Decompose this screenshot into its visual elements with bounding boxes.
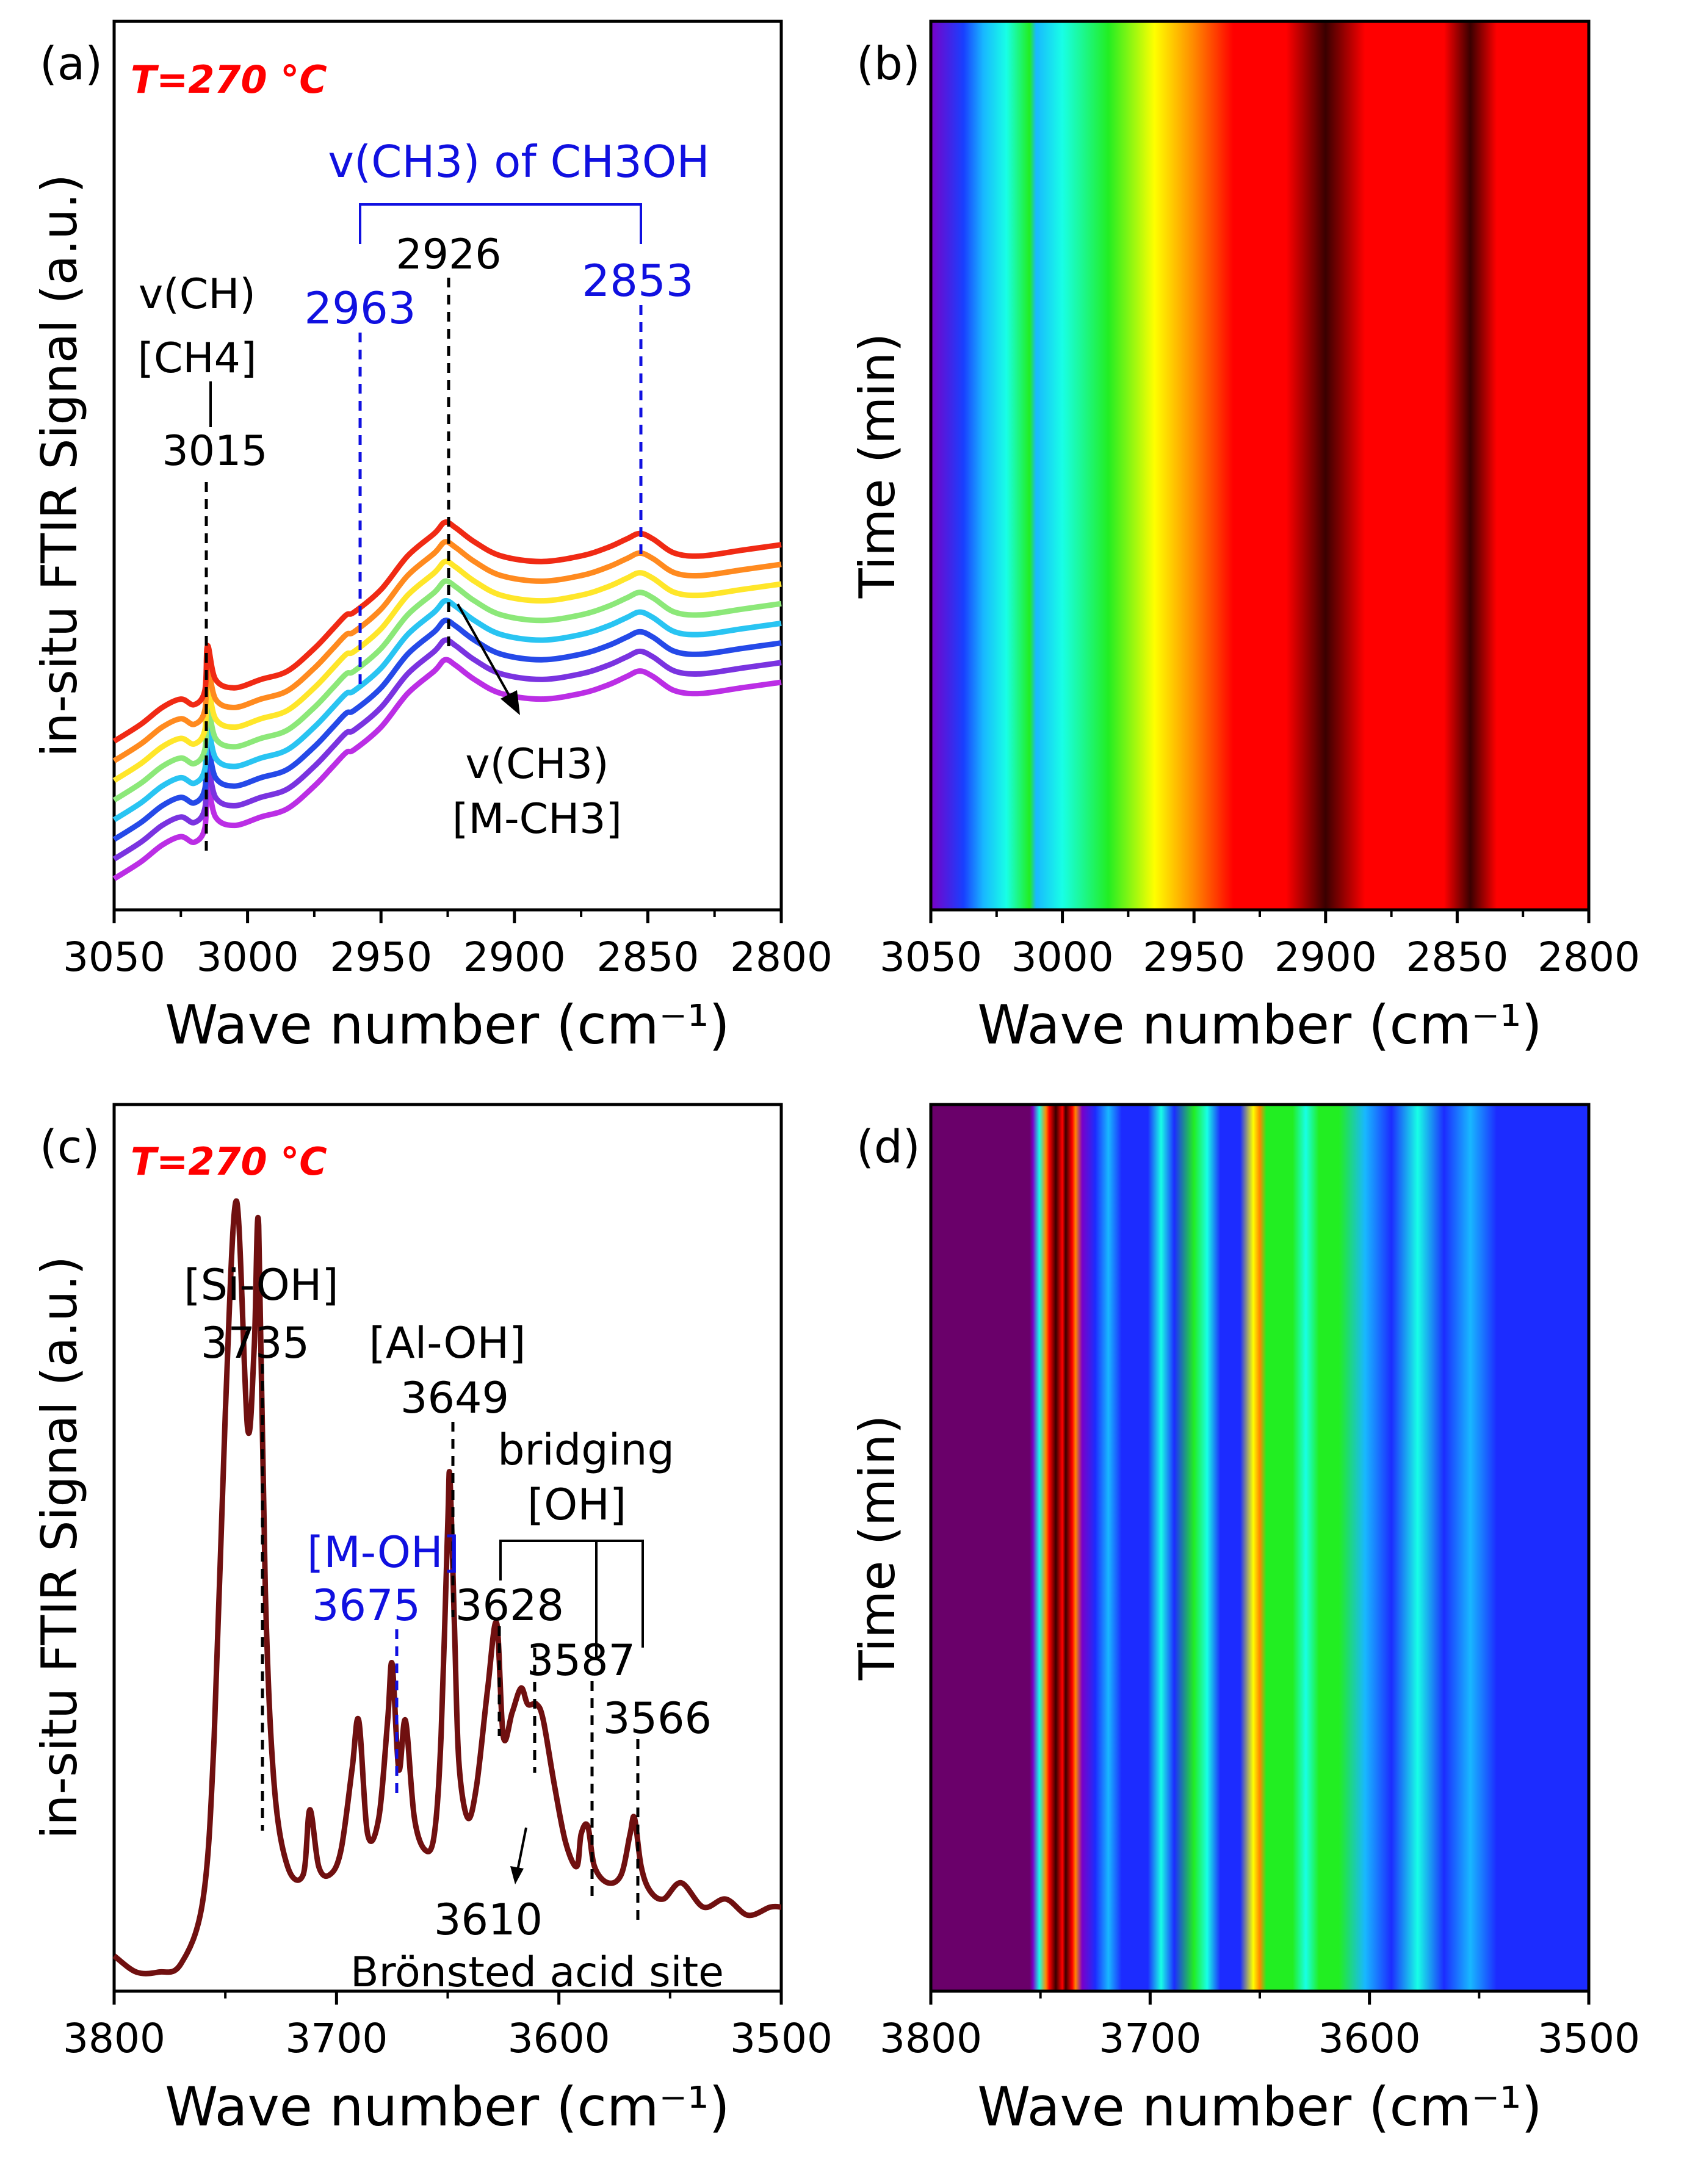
panel-d-xlabel: Wave number (cm⁻¹) (977, 2075, 1542, 2138)
panel-b-heatmap (931, 21, 1589, 910)
panel-c: (c) T=270 °C 3800 3700 3600 3500 Wave numbe… (31, 1103, 833, 2138)
c-bridging-bracket (499, 1540, 644, 1648)
panel-c-x-tick-label: 3800 (63, 2015, 165, 2062)
panel-b-x-tick-label: 2900 (1274, 934, 1377, 981)
panel-b: (b) 3050 3000 2950 2900 2850 2800 Wave number… (849, 20, 1640, 1056)
a-mch3-arrow-line (457, 604, 514, 702)
panel-a-x-tick-label: 2800 (730, 934, 833, 981)
panel-a-x-axis: 3050 3000 2950 2900 2850 2800 (63, 910, 833, 981)
panel-a-x-tick-label: 3000 (197, 934, 299, 981)
panel-c-x-tick-label: 3600 (508, 2015, 610, 2062)
c-peak-3610-arrow-line (516, 1827, 527, 1871)
panel-a-x-tick-label: 3050 (63, 934, 165, 981)
c-peak-3610-arrow-head (510, 1866, 524, 1884)
panel-c-x-tick-label: 3500 (730, 2015, 833, 2062)
panel-c-label: (c) (40, 1121, 99, 1173)
panel-c-ylabel: in-situ FTIR Signal (a.u.) (31, 1256, 88, 1839)
panel-c-temperature: T=270 °C (131, 1139, 327, 1184)
panel-c-curve (112, 1198, 782, 1977)
a-mch3-bracket-label: [M-CH3] (452, 795, 622, 843)
a-methanol-group-label: v(CH3) of CH3OH (328, 136, 709, 187)
c-aloh-label: [Al-OH] (369, 1318, 526, 1368)
c-peak-3675-label: 3675 (312, 1580, 421, 1631)
panel-b-x-tick-label: 3050 (880, 934, 982, 981)
panel-d-x-tick-label: 3600 (1318, 2015, 1421, 2062)
a-peak-2963-label: 2963 (304, 283, 416, 334)
panel-a-x-tick-label: 2900 (463, 934, 566, 981)
panel-d-ylabel: Time (min) (849, 1415, 906, 1681)
c-peak-3649-label: 3649 (400, 1373, 509, 1423)
c-peak-3628-label: 3628 (455, 1580, 564, 1631)
panel-d-x-tick-label: 3500 (1538, 2015, 1640, 2062)
panel-a-series-1 (112, 657, 782, 881)
panel-c-x-tick-label: 3700 (285, 2015, 388, 2062)
c-peak-3610-label: 3610 (434, 1895, 543, 1945)
panel-c-x-axis: 3800 3700 3600 3500 (63, 1991, 833, 2062)
panel-a-ylabel: in-situ FTIR Signal (a.u.) (31, 174, 88, 757)
c-peak-3587-label: 3587 (527, 1635, 635, 1685)
a-mch3-stretch-label: v(CH3) (465, 740, 609, 788)
panel-b-x-tick-label: 2850 (1406, 934, 1508, 981)
panel-a-x-tick-label: 2950 (330, 934, 432, 981)
panel-d-label: (d) (856, 1121, 920, 1173)
panel-b-label: (b) (856, 38, 920, 90)
c-moh-label: [M-OH] (307, 1527, 460, 1577)
panel-d-x-tick-label: 3800 (880, 2015, 982, 2062)
c-peak-3566-label: 3566 (603, 1693, 712, 1743)
panel-b-x-tick-label: 2800 (1538, 934, 1640, 981)
panel-a-temperature: T=270 °C (131, 57, 327, 102)
panel-d-x-axis: 3800 3700 3600 3500 (880, 1991, 1640, 2062)
panel-c-spectrum (112, 1198, 782, 1977)
c-sioh-label: [Si-OH] (184, 1260, 338, 1310)
panel-b-ylabel: Time (min) (849, 333, 906, 599)
a-peak-2926-label: 2926 (396, 231, 501, 279)
a-ch4-bracket-label: [CH4] (138, 334, 257, 383)
panel-a-xlabel: Wave number (cm⁻¹) (165, 993, 729, 1056)
c-peak-3735-label: 3735 (201, 1318, 309, 1368)
c-bronsted-label: Brönsted acid site (350, 1948, 724, 1997)
panel-a-label: (a) (40, 38, 103, 90)
panel-b-xlabel: Wave number (cm⁻¹) (977, 993, 1542, 1056)
a-ch-stretch-label: v(CH) (139, 270, 256, 319)
panel-b-x-tick-label: 3000 (1011, 934, 1114, 981)
panel-b-x-axis: 3050 3000 2950 2900 2850 2800 (880, 910, 1640, 981)
panel-d-heatmap (931, 1105, 1589, 1991)
a-methanol-bracket (359, 203, 642, 244)
panel-b-x-tick-label: 2950 (1143, 934, 1245, 981)
panel-c-xlabel: Wave number (cm⁻¹) (165, 2075, 729, 2138)
a-mch3-arrow-head (501, 690, 520, 715)
panel-d-x-tick-label: 3700 (1099, 2015, 1201, 2062)
panel-a-series-2 (112, 637, 782, 862)
a-peak-2853-label: 2853 (582, 255, 693, 306)
c-oh-bracket-label: [OH] (527, 1480, 626, 1530)
c-bridging-label: bridging (497, 1425, 674, 1475)
panel-d: (d) 3800 3700 3600 3500 Wave number (cm⁻¹) … (849, 1103, 1640, 2138)
a-peak-3015-label: 3015 (162, 427, 267, 475)
panel-a-x-tick-label: 2850 (596, 934, 699, 981)
panel-a: (a) T=270 °C 3050 3000 2950 2900 2850 2800 Wa… (31, 20, 833, 1056)
